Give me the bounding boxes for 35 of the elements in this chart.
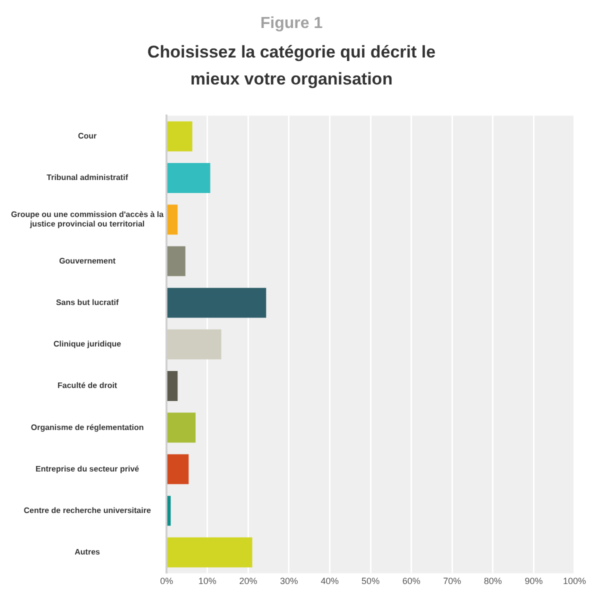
x-tick-label: 0% (160, 576, 174, 586)
y-tick-label: Sans but lucratif (56, 298, 119, 308)
bar (167, 371, 178, 401)
bar (167, 496, 171, 526)
y-tick-label: Organisme de réglementation (30, 422, 144, 432)
bar (167, 329, 222, 360)
bar (167, 121, 192, 152)
y-tick-label: Clinique juridique (54, 340, 122, 349)
chart-subtitle: Choisissez la catégorie qui décrit le mieux votre organisation (147, 42, 436, 89)
bar (167, 412, 196, 443)
y-tick-label: Entreprise du secteur privé (36, 464, 140, 474)
y-tick-label: Centre de recherche universitaire (24, 506, 152, 516)
y-tick-label: Groupe ou une commission d'accès à la justice provincial ou territorial (10, 210, 164, 229)
x-tick-label: 100% (562, 576, 586, 586)
bar (167, 204, 178, 235)
chart-title: Figure 1 (260, 15, 323, 32)
x-tick-label: 70% (443, 576, 462, 586)
x-tick-label: 30% (280, 576, 298, 586)
x-tick-label: 40% (320, 576, 339, 586)
x-tick-label: 20% (239, 576, 258, 586)
x-tick-label: 60% (402, 576, 420, 586)
bar (167, 288, 266, 318)
bar (167, 246, 186, 276)
y-tick-label: Autres (74, 548, 101, 557)
x-tick-label: 90% (524, 576, 543, 586)
x-tick-label: 10% (198, 576, 216, 586)
x-tick-label: 50% (362, 576, 380, 586)
x-tick-label: 80% (484, 576, 502, 586)
y-tick-label: Tribunal administratif (46, 173, 128, 182)
bar (167, 537, 252, 568)
y-tick-label: Gouvernement (59, 256, 116, 266)
bar (167, 454, 189, 484)
y-tick-label: Faculté de droit (58, 381, 118, 390)
bar (167, 163, 210, 193)
y-tick-label: Cour (78, 132, 97, 141)
